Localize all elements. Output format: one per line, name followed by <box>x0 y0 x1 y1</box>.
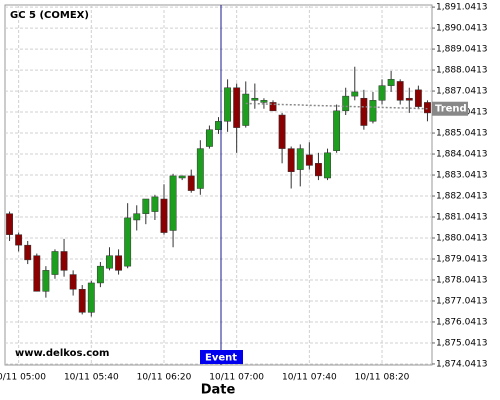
candle-body <box>342 95 350 112</box>
candle-body <box>305 154 313 166</box>
candle-body <box>287 148 295 172</box>
candle-body <box>233 87 241 128</box>
candle-body <box>333 110 341 151</box>
candle-body <box>160 198 168 233</box>
candle-body <box>151 196 159 212</box>
candle-body <box>24 244 32 261</box>
candle-body <box>33 255 41 292</box>
watermark: www.delkos.com <box>15 348 109 359</box>
candle-body <box>106 255 113 269</box>
candle-body <box>414 89 422 107</box>
candle-body <box>51 251 59 275</box>
candle-body <box>260 100 268 103</box>
candle-body <box>96 265 104 284</box>
candle-body <box>424 102 431 114</box>
y-tick-label: 1,884.0413 <box>436 150 488 160</box>
candle-body <box>351 91 359 97</box>
candle-body <box>269 102 277 112</box>
plot-area <box>4 4 433 366</box>
event-box <box>200 350 243 364</box>
candle-body <box>60 251 68 271</box>
y-tick-label: 1,879.0413 <box>436 254 488 264</box>
x-tick-label: 10/11 07:00 <box>209 373 264 383</box>
candle-body <box>178 175 186 179</box>
y-tick-label: 1,874.0413 <box>436 359 488 369</box>
y-tick-label: 1,877.0413 <box>436 296 488 306</box>
x-tick-label: 10/11 08:20 <box>355 373 410 383</box>
candle-body <box>169 175 177 231</box>
y-tick-label: 1,888.0413 <box>436 66 488 76</box>
candle-body <box>69 274 77 290</box>
candle-body <box>133 213 141 221</box>
candle-body <box>15 234 23 246</box>
y-tick-label: 1,876.0413 <box>436 317 488 327</box>
y-tick-label: 1,891.0413 <box>436 3 488 13</box>
candle-body <box>278 114 286 149</box>
y-tick-label: 1,880.0413 <box>436 234 488 244</box>
candle-body <box>124 217 132 267</box>
event-label: Event <box>205 353 237 364</box>
x-tick-label: 10/11 05:00 <box>0 373 46 383</box>
candle-body <box>115 255 122 271</box>
candle-body <box>251 97 259 101</box>
y-tick-label: 1,889.0413 <box>436 45 488 55</box>
y-tick-label: 1,881.0413 <box>436 213 488 223</box>
y-tick-label: 1,890.0413 <box>436 24 488 34</box>
candle-body <box>215 121 222 130</box>
y-tick-label: 1,875.0413 <box>436 338 488 348</box>
candle-body <box>6 213 13 235</box>
trend-label: Trend <box>435 104 467 115</box>
candle-body <box>369 100 377 122</box>
x-tick-label: 10/11 07:40 <box>282 373 337 383</box>
marks <box>6 66 431 317</box>
candle-body <box>315 163 322 177</box>
candle-body <box>87 282 95 313</box>
y-tick-label: 1,885.0413 <box>436 129 488 139</box>
x-tick-label: 10/11 06:20 <box>137 373 192 383</box>
y-tick-label: 1,883.0413 <box>436 171 488 181</box>
candle-body <box>187 175 195 191</box>
candle-body <box>360 97 368 126</box>
candle-body <box>378 85 386 101</box>
trend-label-box <box>432 101 468 116</box>
x-tick-label: 10/11 05:40 <box>64 373 119 383</box>
y-tick-label: 1,882.0413 <box>436 192 488 202</box>
candle-body <box>196 148 204 189</box>
candle-body <box>42 270 50 292</box>
candle-body <box>242 93 250 126</box>
x-axis-label: Date <box>201 383 236 398</box>
candle-body <box>78 288 86 313</box>
candle-body <box>142 198 150 214</box>
candle-body <box>205 129 213 147</box>
y-tick-label: 1,878.0413 <box>436 275 488 285</box>
candle-body <box>405 97 413 101</box>
candle-body <box>324 152 331 179</box>
candle-body <box>396 81 404 101</box>
y-tick-label: 1,887.0413 <box>436 87 488 97</box>
chart-title: GC 5 (COMEX) <box>10 10 89 21</box>
candle-body <box>296 148 304 170</box>
candle-body <box>224 87 232 122</box>
candle-body <box>387 79 395 86</box>
